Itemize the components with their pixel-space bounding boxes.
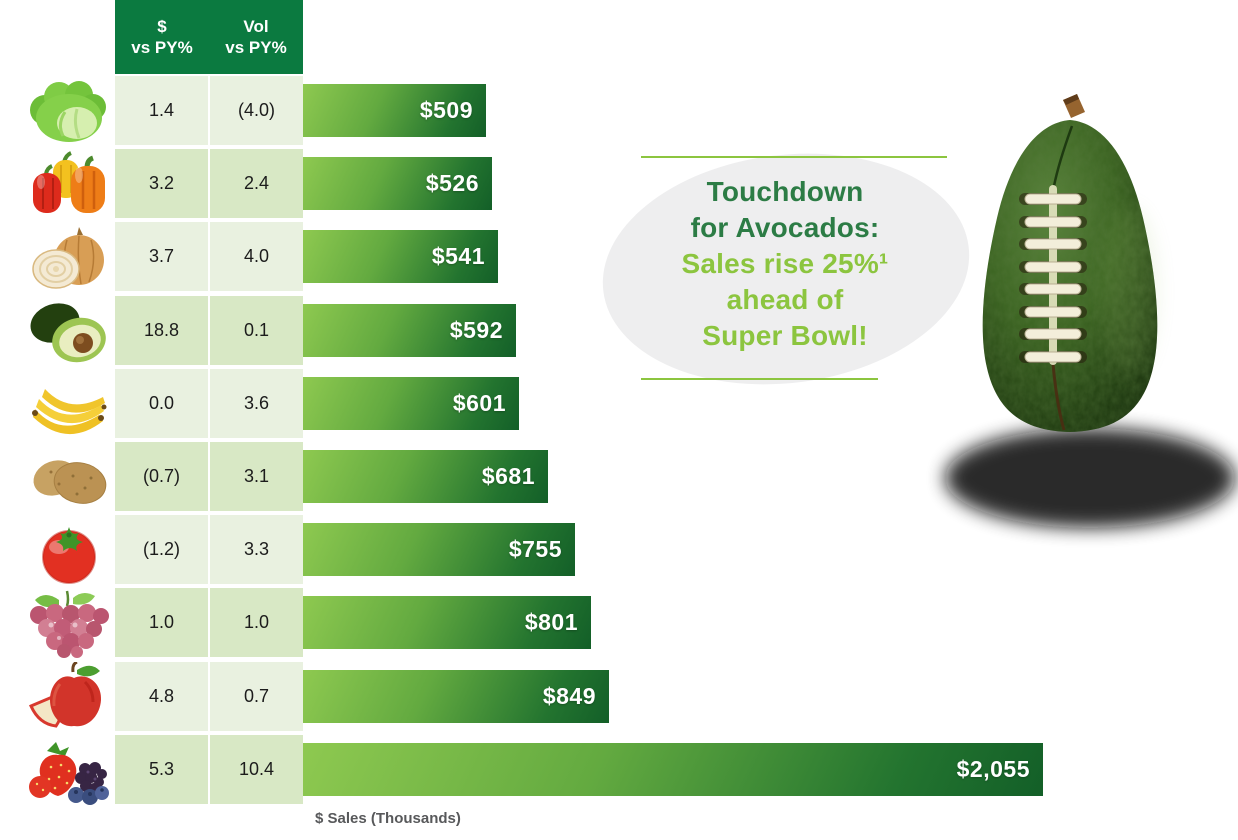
sales-value-label: $592 — [449, 317, 503, 343]
onion-icon — [26, 222, 112, 292]
callout-text: Touchdown for Avocados: Sales rise 25%¹ … — [615, 174, 955, 354]
table-header: $ vs PY% Vol vs PY% — [115, 0, 303, 74]
vol-vs-py-cell: 3.3 — [210, 515, 303, 584]
callout-bottom-line — [641, 378, 878, 380]
produce-row: 1.0 1.0 $801 — [0, 588, 1238, 658]
vol-vs-py-cell: 3.1 — [210, 442, 303, 511]
produce-row: 3.7 4.0 $541 — [0, 222, 1238, 292]
dollar-vs-py-cell: 5.3 — [115, 735, 208, 804]
dollar-vs-py-cell: 4.8 — [115, 662, 208, 731]
dollar-vs-py-header: $ vs PY% — [115, 0, 209, 74]
apple-icon — [26, 662, 112, 732]
sales-bar: $801 — [303, 596, 591, 649]
produce-row: 3.2 2.4 $526 — [0, 149, 1238, 219]
dollar-vs-py-cell: 18.8 — [115, 296, 208, 365]
callout-line-4: ahead of — [726, 284, 844, 315]
sales-value-label: $601 — [452, 390, 506, 416]
sales-bar: $755 — [303, 523, 575, 576]
produce-row: 18.8 0.1 $592 — [0, 296, 1238, 366]
avocado-football-image — [945, 94, 1235, 528]
sales-value-label: $2,055 — [956, 756, 1030, 782]
avocado-icon — [26, 296, 112, 366]
callout-line-5: Super Bowl! — [702, 320, 868, 351]
produce-row: 5.3 10.4 $2,055 — [0, 735, 1238, 805]
callout-top-line — [641, 156, 947, 158]
vol-vs-py-cell: 4.0 — [210, 222, 303, 291]
sales-bar: $526 — [303, 157, 492, 210]
dollar-vs-py-cell: 0.0 — [115, 369, 208, 438]
sales-value-label: $681 — [481, 463, 535, 489]
vol-header-line2: vs PY% — [225, 38, 287, 57]
dollar-header-line1: $ — [157, 17, 167, 36]
sales-value-label: $541 — [431, 243, 485, 269]
sales-value-label: $526 — [425, 170, 479, 196]
vol-vs-py-cell: 0.7 — [210, 662, 303, 731]
dollar-vs-py-cell: 1.0 — [115, 588, 208, 657]
sales-bar: $509 — [303, 84, 486, 137]
produce-row: (1.2) 3.3 $755 — [0, 515, 1238, 585]
football-laces — [1019, 185, 1087, 365]
sales-bar: $849 — [303, 670, 609, 723]
sales-bar: $681 — [303, 450, 548, 503]
produce-row: 4.8 0.7 $849 — [0, 662, 1238, 732]
sales-value-label: $509 — [419, 97, 473, 123]
avocado-highlight — [1102, 206, 1158, 376]
avocado-seam — [1052, 125, 1074, 187]
vol-vs-py-header: Vol vs PY% — [209, 0, 303, 74]
avocado-shadow — [945, 428, 1235, 528]
produce-row: 1.4 (4.0) $509 — [0, 76, 1238, 146]
dollar-header-line2: vs PY% — [131, 38, 193, 57]
potatoes-icon — [26, 442, 112, 512]
callout-line-2: for Avocados: — [690, 212, 880, 243]
x-axis-label: $ Sales (Thousands) — [315, 810, 461, 827]
sales-bar: $592 — [303, 304, 516, 357]
berries-icon — [26, 735, 112, 805]
vol-vs-py-cell: 1.0 — [210, 588, 303, 657]
lettuce-icon — [26, 76, 112, 146]
avocado-stem-cap — [1063, 94, 1079, 105]
dollar-vs-py-cell: (1.2) — [115, 515, 208, 584]
callout-line-1: Touchdown — [706, 176, 864, 207]
dollar-vs-py-cell: (0.7) — [115, 442, 208, 511]
dollar-vs-py-cell: 3.7 — [115, 222, 208, 291]
dollar-vs-py-cell: 1.4 — [115, 76, 208, 145]
callout-line-3: Sales rise 25%¹ — [681, 248, 889, 279]
sales-bar: $601 — [303, 377, 519, 430]
produce-row: 0.0 3.6 $601 — [0, 369, 1238, 439]
sales-value-label: $849 — [542, 683, 596, 709]
sales-bar: $2,055 — [303, 743, 1043, 796]
bell-peppers-icon — [26, 149, 112, 219]
bananas-icon — [26, 369, 112, 439]
vol-vs-py-cell: (4.0) — [210, 76, 303, 145]
vol-vs-py-cell: 2.4 — [210, 149, 303, 218]
vol-vs-py-cell: 3.6 — [210, 369, 303, 438]
vol-header-line1: Vol — [243, 17, 269, 36]
sales-value-label: $755 — [508, 536, 562, 562]
dollar-vs-py-cell: 3.2 — [115, 149, 208, 218]
tomato-icon — [26, 515, 112, 585]
grapes-icon — [26, 588, 112, 658]
avocado-seam-lower — [1051, 363, 1066, 431]
vol-vs-py-cell: 10.4 — [210, 735, 303, 804]
produce-row: (0.7) 3.1 $681 — [0, 442, 1238, 512]
sales-value-label: $801 — [524, 609, 578, 635]
sales-bar: $541 — [303, 230, 498, 283]
vol-vs-py-cell: 0.1 — [210, 296, 303, 365]
